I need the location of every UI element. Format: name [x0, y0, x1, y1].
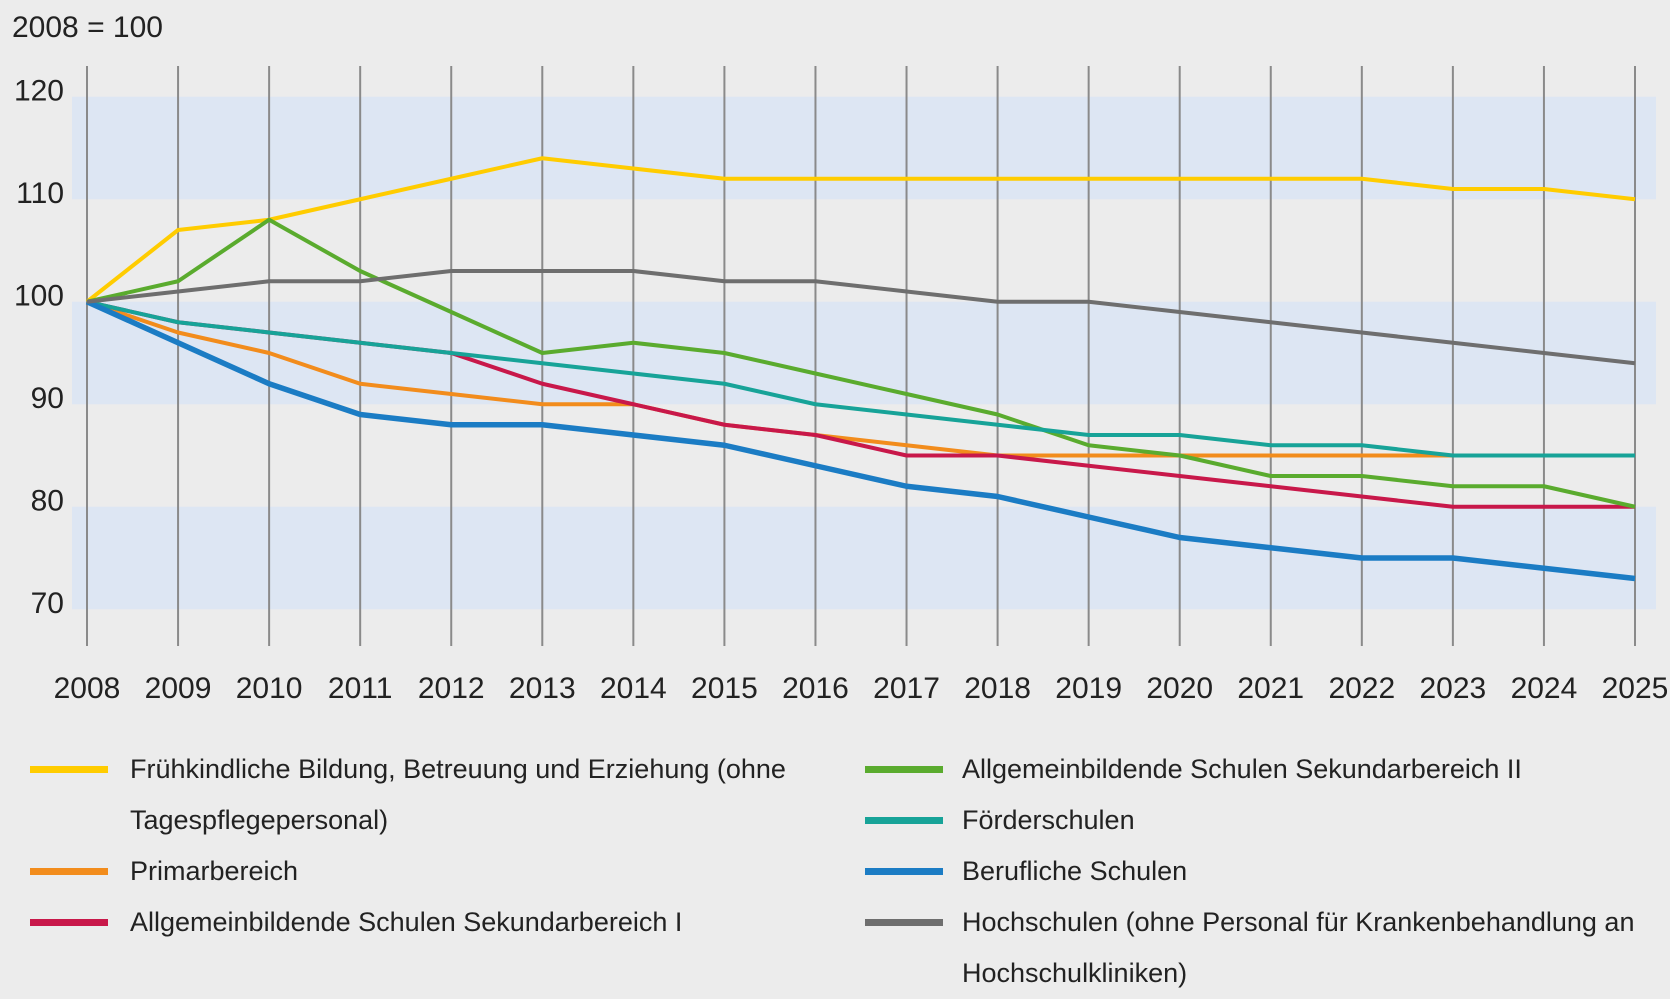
x-tick-label: 2008: [54, 672, 121, 705]
legend-swatch: [865, 766, 943, 773]
legend-label: Allgemeinbildende Schulen Sekundarbereic…: [962, 754, 1522, 784]
x-tick-label: 2022: [1328, 672, 1395, 705]
y-tick-label: 70: [31, 587, 64, 620]
series-line: [86, 299, 1635, 458]
legend-label: Primarbereich: [130, 856, 299, 886]
legend-label: Allgemeinbildende Schulen Sekundarbereic…: [130, 907, 683, 937]
x-tick-label: 2012: [418, 672, 485, 705]
y-tick-label: 100: [14, 280, 64, 313]
legend-label: Berufliche Schulen: [962, 856, 1188, 886]
series-line: [85, 156, 1636, 304]
y-tick-label: 110: [16, 177, 64, 210]
x-tick-label: 2009: [145, 672, 212, 705]
y-tick-label: 80: [31, 485, 64, 518]
x-tick-label: 2010: [236, 672, 303, 705]
x-tick-label: 2020: [1146, 672, 1213, 705]
legend-label: Förderschulen: [962, 805, 1135, 835]
legend-swatch: [865, 868, 943, 875]
x-tick-label: 2014: [600, 672, 667, 705]
series-line: [86, 299, 1635, 458]
x-tick-label: 2017: [873, 672, 940, 705]
x-tick-label: 2021: [1237, 672, 1304, 705]
x-tick-label: 2024: [1511, 672, 1578, 705]
legend-swatch: [30, 919, 108, 926]
y-tick-label: 90: [31, 382, 64, 415]
x-tick-label: 2018: [964, 672, 1031, 705]
legend-label: Frühkindliche Bildung, Betreuung und Erz…: [130, 754, 786, 835]
x-tick-label: 2016: [782, 672, 849, 705]
series-line: [85, 299, 1636, 582]
x-tick-label: 2025: [1602, 672, 1669, 705]
x-tick-label: 2013: [509, 672, 576, 705]
legend-swatch: [865, 817, 943, 824]
legend-swatch: [30, 766, 108, 773]
x-tick-label: 2011: [328, 672, 393, 705]
x-tick-label: 2015: [691, 672, 758, 705]
x-tick-label: 2019: [1055, 672, 1122, 705]
x-tick-label: 2023: [1420, 672, 1487, 705]
legend-label: Hochschulen (ohne Personal für Krankenbe…: [962, 907, 1635, 988]
series-line: [86, 269, 1636, 366]
y-tick-label: 120: [14, 75, 64, 108]
legend-swatch: [30, 868, 108, 875]
legend-swatch: [865, 919, 943, 926]
grid-band: [72, 301, 1656, 405]
series-line: [86, 217, 1636, 509]
y-axis-label: 2008 = 100: [12, 11, 163, 44]
